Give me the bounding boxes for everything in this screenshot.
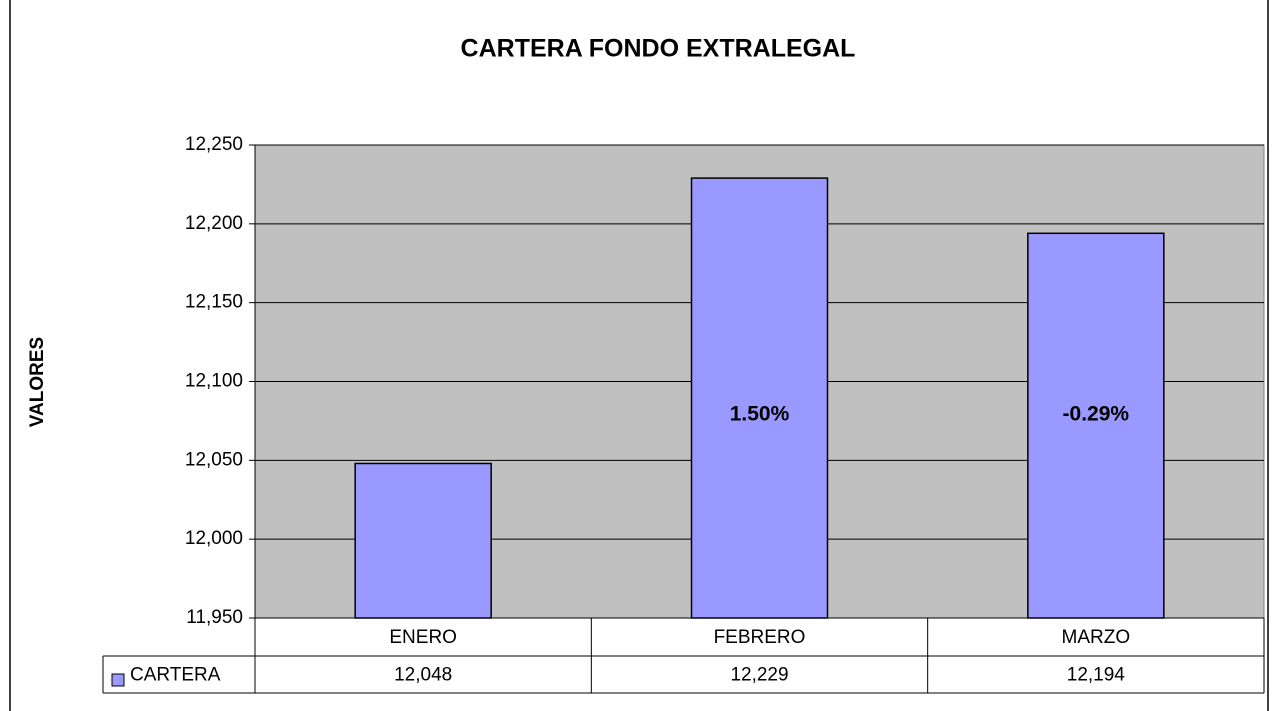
table-value: 12,048: [394, 665, 452, 686]
bar: [354, 462, 492, 619]
legend-label: CARTERA: [130, 665, 221, 686]
bar: [690, 177, 829, 619]
y-tick-label: 12,150: [185, 292, 243, 313]
bar: [1027, 232, 1165, 619]
table-value: 12,229: [730, 665, 788, 686]
x-tick-label: ENERO: [389, 627, 457, 648]
y-tick-label: 11,950: [186, 607, 243, 628]
legend-swatch: [111, 673, 125, 687]
chart-title: CARTERA FONDO EXTRALEGAL: [461, 35, 856, 63]
y-tick-label: 12,000: [185, 528, 243, 549]
bar-annotation: 1.50%: [730, 403, 790, 426]
x-tick-label: MARZO: [1062, 627, 1131, 648]
x-tick-label: FEBRERO: [714, 627, 806, 648]
y-tick-label: 12,050: [185, 449, 243, 470]
table-value: 12,194: [1067, 665, 1126, 686]
y-tick-label: 12,200: [185, 213, 243, 234]
y-axis-label: VALORES: [27, 337, 48, 427]
y-tick-label: 12,100: [185, 371, 243, 392]
bar-annotation: -0.29%: [1063, 403, 1130, 426]
y-tick-label: 12,250: [185, 134, 243, 155]
